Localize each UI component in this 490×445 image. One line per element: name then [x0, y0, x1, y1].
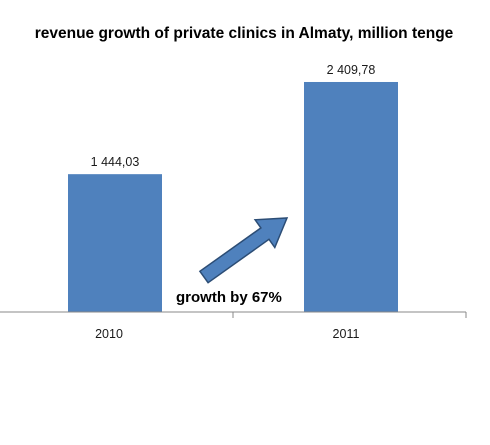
x-tick-label-2011: 2011 — [333, 327, 360, 341]
growth-annotation: growth by 67% — [176, 289, 282, 306]
bar-2010 — [68, 174, 162, 312]
chart-title: revenue growth of private clinics in Alm… — [35, 25, 454, 42]
data-label-2010: 1 444,03 — [91, 155, 140, 169]
growth-arrow-icon — [198, 217, 289, 284]
bar-2011 — [304, 81, 398, 312]
x-axis: 2010 2011 — [0, 311, 467, 341]
growth-arrow-group — [198, 217, 289, 284]
data-label-2011: 2 409,78 — [327, 63, 376, 77]
bars-layer: 1 444,03 2 409,78 — [68, 63, 398, 312]
x-tick-label-2010: 2010 — [95, 327, 123, 341]
